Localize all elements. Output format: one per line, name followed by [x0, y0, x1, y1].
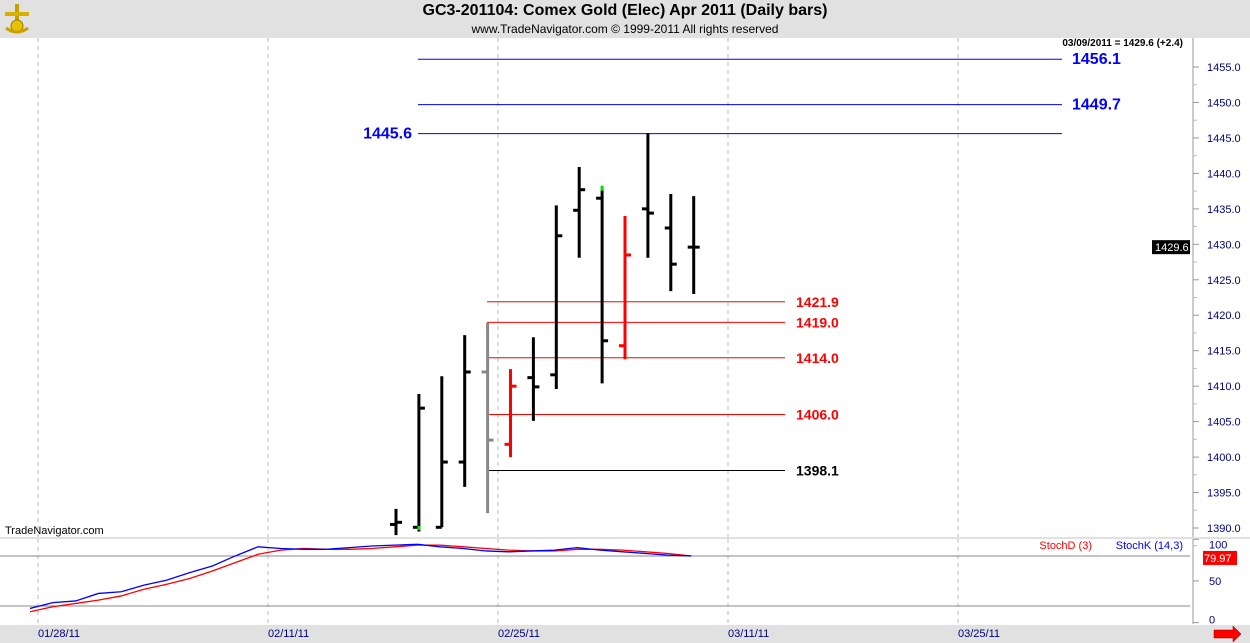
new-high-marker	[600, 185, 604, 191]
stoch-y-tick-label: 0	[1209, 615, 1215, 627]
trade-navigator-logo-icon	[5, 4, 29, 34]
chart-title: GC3-201104: Comex Gold (Elec) Apr 2011 (…	[422, 2, 828, 19]
y-tick-label: 1405.0	[1207, 417, 1241, 429]
last-price-tag	[1152, 240, 1190, 255]
y-tick-label: 1420.0	[1207, 310, 1241, 322]
level-label: 1406.0	[796, 407, 839, 423]
scroll-right-arrow-icon[interactable]	[1213, 625, 1242, 643]
x-tick-label: 02/25/11	[498, 628, 540, 640]
y-tick-label: 1400.0	[1207, 452, 1241, 464]
level-label: 1456.1	[1072, 51, 1121, 68]
stoch-series-line	[29, 543, 692, 610]
price-readout: 03/09/2011 = 1429.6 (+2.4)	[1062, 38, 1183, 49]
y-tick-label: 1435.0	[1207, 204, 1241, 216]
y-tick-label: 1440.0	[1207, 168, 1241, 180]
stoch-last-tag	[1203, 550, 1237, 565]
x-tick-label: 02/11/11	[268, 628, 309, 640]
y-tick-label: 1410.0	[1207, 381, 1241, 393]
watermark: TradeNavigator.com	[5, 525, 104, 537]
level-label: 1421.9	[796, 294, 839, 310]
level-label: 1449.7	[1072, 97, 1121, 114]
x-tick-label: 03/11/11	[728, 628, 769, 640]
stoch-y-tick-label: 100	[1209, 539, 1227, 551]
x-tick-label: 01/28/11	[38, 628, 80, 640]
y-tick-label: 1425.0	[1207, 275, 1241, 287]
stoch-last-label: 79.97	[1204, 553, 1232, 565]
chart-subtitle: www.TradeNavigator.com © 1999-2011 All r…	[471, 22, 779, 36]
level-label: 1398.1	[796, 463, 839, 479]
new-high-marker	[417, 526, 421, 530]
price-axis	[1190, 38, 1250, 537]
y-tick-label: 1430.0	[1207, 239, 1241, 251]
stoch-y-tick-label: 50	[1209, 576, 1221, 588]
last-price-label: 1429.6	[1155, 242, 1189, 254]
chart-header: GC3-201104: Comex Gold (Elec) Apr 2011 (…	[0, 0, 1250, 37]
level-label: 1414.0	[796, 350, 839, 366]
stoch-series-line	[29, 544, 692, 613]
y-tick-label: 1415.0	[1207, 346, 1241, 358]
y-tick-label: 1445.0	[1207, 133, 1241, 145]
legend-stochd: StochD (3)	[1039, 540, 1092, 552]
x-tick-label: 03/25/11	[958, 628, 1000, 640]
y-tick-label: 1390.0	[1207, 523, 1241, 535]
y-tick-label: 1455.0	[1207, 62, 1241, 74]
y-tick-label: 1395.0	[1207, 488, 1241, 500]
level-label: 1445.6	[363, 126, 412, 143]
stoch-panel	[0, 539, 1190, 625]
y-tick-label: 1450.0	[1207, 97, 1241, 109]
price-panel	[0, 38, 1190, 537]
legend-stochk: StochK (14,3)	[1116, 540, 1183, 552]
level-label: 1419.0	[796, 314, 839, 330]
